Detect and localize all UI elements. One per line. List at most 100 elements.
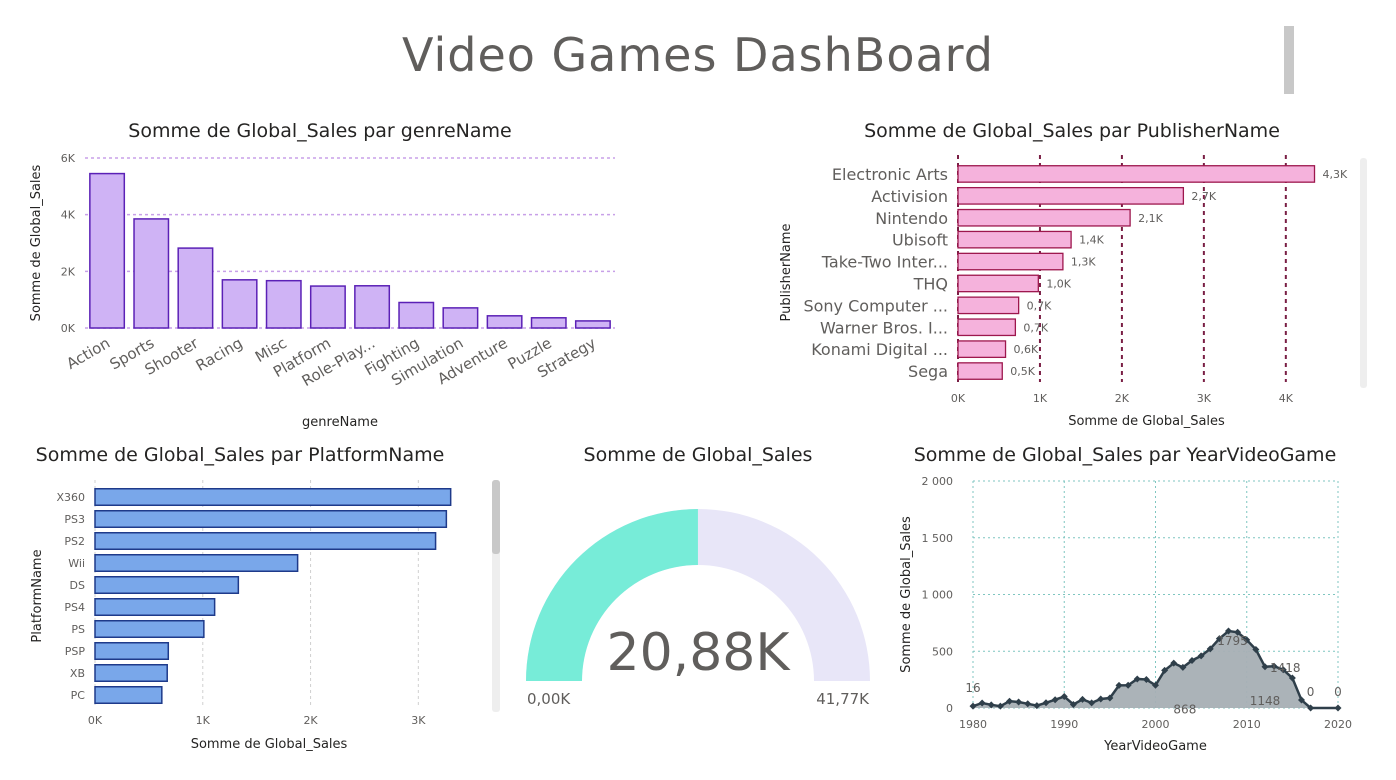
year-marker [1243, 636, 1251, 644]
genre-x-tick-label: Racing [193, 334, 246, 375]
year-marker [1088, 699, 1096, 707]
year-data-label: 16 [965, 681, 980, 695]
year-marker [1152, 681, 1159, 689]
genre-y-tick-label: 2K [61, 265, 76, 278]
year-marker [1060, 693, 1068, 701]
year-marker [1197, 652, 1205, 660]
year-marker [1252, 646, 1260, 654]
year-marker [1051, 696, 1059, 704]
year-marker [1069, 700, 1077, 708]
genre-chart-panel[interactable]: Somme de Global_Sales par genreName 0K 2K… [20, 112, 640, 432]
platform-chart-panel[interactable]: Somme de Global_Sales par PlatformName 0… [20, 440, 510, 770]
year-chart-title: Somme de Global_Sales par YearVideoGame [913, 444, 1337, 466]
genre-y-tick-label: 6K [61, 152, 76, 165]
publisher-bar [957, 274, 1039, 293]
platform-y-axis-title: PlatformName [30, 549, 45, 642]
year-marker [1079, 695, 1086, 703]
publisher-x-tick-label: 3K [1197, 392, 1212, 405]
genre-bar [89, 172, 126, 329]
year-marker [1106, 694, 1114, 702]
platform-x-tick-label: 3K [411, 714, 426, 727]
year-data-label: 1148 [1250, 694, 1281, 708]
year-chart: 0 500 1 000 1 500 2 000 1980 1990 2000 2010 2020 1… [899, 475, 1352, 754]
publisher-bar [957, 318, 1017, 337]
year-marker [1170, 659, 1178, 667]
year-marker [1124, 681, 1132, 689]
platform-y-tick-label: PS2 [64, 535, 85, 548]
year-marker [1270, 662, 1278, 670]
gauge-value-label: 20,88K [607, 623, 792, 683]
platform-bar [94, 576, 240, 594]
platform-y-tick-label: PC [71, 689, 86, 702]
publisher-x-tick-label: 4K [1279, 392, 1294, 405]
genre-chart-title: Somme de Global_Sales par genreName [128, 120, 512, 142]
genre-bar [354, 285, 391, 329]
title-accent-bar [1284, 26, 1294, 94]
platform-y-tick-label: X360 [56, 491, 85, 504]
year-marker [1279, 666, 1287, 674]
publisher-data-label: 2,7K [1191, 190, 1216, 203]
publisher-chart-title: Somme de Global_Sales par PublisherName [864, 120, 1280, 142]
year-area [973, 631, 1338, 708]
genre-bar [486, 315, 523, 329]
publisher-bar [957, 208, 1131, 227]
platform-y-tick-label: PS4 [64, 601, 85, 614]
year-y-axis-title: Somme de Global_Sales [899, 516, 914, 673]
platform-scrollbar-track[interactable] [492, 480, 500, 712]
genre-bar [309, 285, 346, 329]
publisher-scrollbar-track[interactable] [1360, 158, 1367, 388]
publisher-bar [957, 296, 1020, 315]
platform-bar [94, 598, 216, 616]
publisher-bar [957, 186, 1185, 205]
publisher-y-tick-label: Konami Digital ... [811, 340, 948, 359]
year-x-tick-label: 2010 [1233, 718, 1261, 731]
publisher-bar [957, 340, 1007, 359]
platform-scrollbar-thumb[interactable] [492, 480, 500, 554]
year-x-tick-label: 1990 [1050, 718, 1078, 731]
platform-bar [94, 554, 299, 572]
publisher-chart-panel[interactable]: Somme de Global_Sales par PublisherName … [760, 112, 1380, 432]
platform-bar [94, 642, 170, 660]
platform-bar [94, 510, 448, 528]
year-data-label: 1418 [1270, 661, 1301, 675]
year-x-tick-label: 2020 [1324, 718, 1352, 731]
year-data-label: 1795 [1217, 634, 1248, 648]
year-marker [1142, 676, 1150, 684]
genre-bar [574, 320, 611, 329]
platform-x-tick-label: 2K [303, 714, 318, 727]
publisher-x-axis-title: Somme de Global_Sales [1068, 414, 1225, 429]
platform-y-tick-label: DS [70, 579, 85, 592]
gauge-panel[interactable]: Somme de Global_Sales 20,88K 0,00K 41,77K [510, 440, 890, 770]
publisher-data-label: 1,4K [1079, 234, 1104, 247]
year-marker [1188, 656, 1196, 664]
gauge-chart: 20,88K 0,00K 41,77K [526, 509, 870, 708]
genre-bar [265, 279, 302, 329]
year-data-label: 0 [1334, 685, 1342, 699]
year-marker [1015, 698, 1023, 706]
publisher-data-label: 4,3K [1323, 168, 1348, 181]
publisher-y-tick-label: Take-Two Inter... [821, 253, 948, 272]
publisher-y-tick-label: Warner Bros. I... [820, 318, 948, 337]
year-chart-panel[interactable]: Somme de Global_Sales par YearVideoGame … [895, 440, 1385, 770]
year-marker [1298, 696, 1305, 704]
platform-bar [94, 532, 437, 550]
publisher-chart: 0K 1K 2K 3K 4K Electronic Arts 4,3K Activision 2… [779, 155, 1348, 429]
year-marker [969, 702, 977, 710]
genre-y-tick-label: 4K [61, 209, 76, 222]
year-marker [1288, 674, 1296, 682]
publisher-data-label: 1,0K [1046, 277, 1071, 290]
publisher-bar [957, 362, 1003, 380]
genre-y-tick-label: 0K [61, 322, 76, 335]
genre-x-tick-label: Action [63, 334, 113, 373]
year-x-axis-title: YearVideoGame [1103, 739, 1207, 754]
gauge-fill [526, 509, 698, 681]
platform-y-tick-label: Wii [68, 557, 85, 570]
year-data-label: 0 [1307, 685, 1315, 699]
platform-bar [94, 686, 163, 704]
genre-bar [530, 317, 567, 329]
year-marker [1234, 628, 1242, 636]
year-marker [978, 699, 986, 707]
year-marker [1042, 699, 1050, 707]
publisher-y-tick-label: Sega [908, 362, 948, 381]
